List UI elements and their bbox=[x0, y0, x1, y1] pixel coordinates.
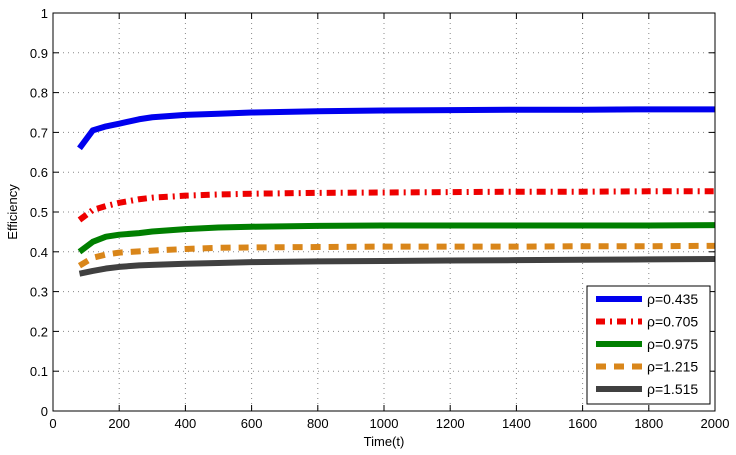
legend-label-1: ρ=0.435 bbox=[647, 291, 698, 307]
series-line-2 bbox=[77, 188, 715, 223]
y-tick-label: 0.2 bbox=[30, 324, 48, 339]
x-tick-label: 1200 bbox=[436, 416, 465, 431]
x-tick-label: 600 bbox=[241, 416, 263, 431]
x-tick-label: 0 bbox=[49, 416, 56, 431]
y-tick-label: 0.1 bbox=[30, 364, 48, 379]
x-tick-label: 1400 bbox=[502, 416, 531, 431]
y-tick-label: 0.9 bbox=[30, 46, 48, 61]
series-line-4 bbox=[77, 242, 716, 269]
x-tick-label: 400 bbox=[175, 416, 197, 431]
x-tick-label: 1800 bbox=[634, 416, 663, 431]
series-line-1 bbox=[77, 106, 715, 151]
y-tick-label: 0.5 bbox=[30, 205, 48, 220]
x-tick-label: 800 bbox=[307, 416, 329, 431]
axis-ticks: 0 200 400 600 800 1000 1200 1400 1600 1800 2000 0 0.… bbox=[30, 6, 730, 431]
y-tick-label: 0 bbox=[41, 404, 48, 419]
legend-label-3: ρ=0.975 bbox=[647, 336, 698, 352]
grid-lines bbox=[53, 13, 715, 411]
y-tick-label: 1 bbox=[41, 6, 48, 21]
y-axis-label: Efficiency bbox=[5, 184, 20, 240]
x-tick-label: 1600 bbox=[568, 416, 597, 431]
y-tick-label: 0.3 bbox=[30, 285, 48, 300]
legend-label-5: ρ=1.515 bbox=[647, 381, 698, 397]
y-tick-label: 0.8 bbox=[30, 86, 48, 101]
series-line-5 bbox=[78, 255, 716, 277]
legend-label-4: ρ=1.215 bbox=[647, 359, 698, 375]
y-tick-label: 0.4 bbox=[30, 245, 48, 260]
series-lines bbox=[77, 106, 716, 277]
legend-label-2: ρ=0.705 bbox=[647, 314, 698, 330]
x-tick-label: 1000 bbox=[370, 416, 399, 431]
legend: ρ=0.435 ρ=0.705 ρ=0.975 ρ=1.215 ρ=1.515 bbox=[586, 285, 711, 405]
y-tick-label: 0.7 bbox=[30, 125, 48, 140]
x-axis-label: Time(t) bbox=[364, 434, 405, 449]
x-tick-label: 2000 bbox=[701, 416, 730, 431]
x-tick-label: 200 bbox=[108, 416, 130, 431]
y-tick-label: 0.6 bbox=[30, 165, 48, 180]
series-line-3 bbox=[77, 222, 716, 255]
